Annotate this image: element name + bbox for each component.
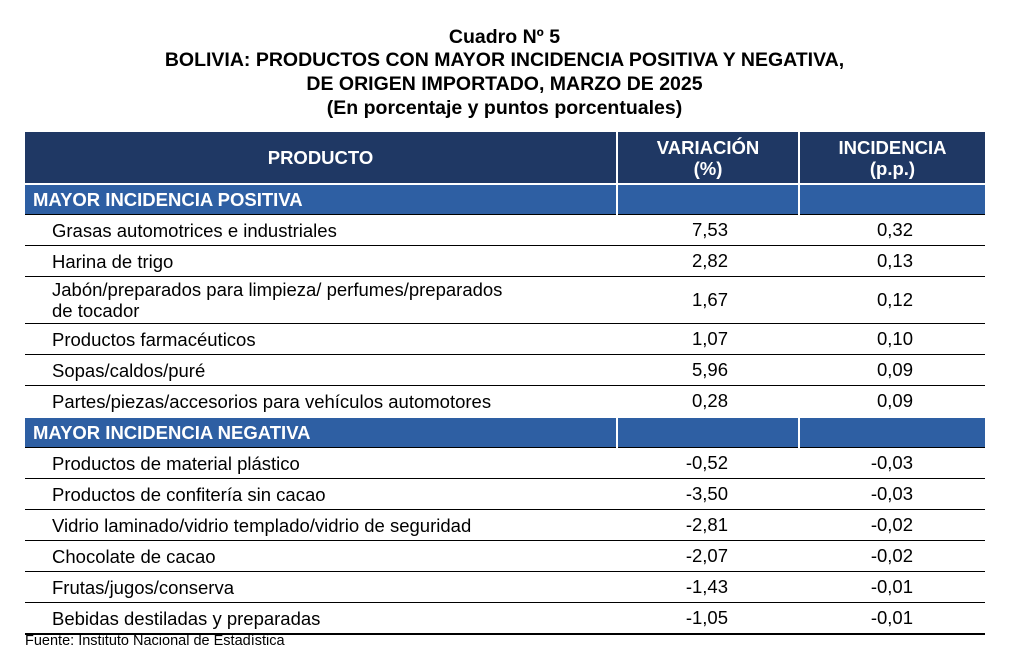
table-row: Partes/piezas/accesorios para vehículos …: [25, 385, 985, 417]
table-title: Cuadro Nº 5 BOLIVIA: PRODUCTOS CON MAYOR…: [0, 26, 1009, 120]
title-line-2: DE ORIGEN IMPORTADO, MARZO DE 2025: [306, 73, 703, 95]
product-name-line-1: Jabón/preparados para limpieza/ perfumes…: [52, 279, 503, 300]
source-note: Fuente: Instituto Nacional de Estadístic…: [25, 633, 285, 649]
table-row: Productos farmacéuticos 1,07 0,10: [25, 323, 985, 355]
section-positive-label: MAYOR INCIDENCIA POSITIVA: [25, 183, 617, 215]
incidencia-value: -0,03: [799, 478, 985, 510]
table-row: Grasas automotrices e industriales 7,53 …: [25, 214, 985, 246]
incidencia-value: -0,01: [799, 602, 985, 635]
table-row: Harina de trigo 2,82 0,13: [25, 245, 985, 277]
section-cell: [616, 416, 799, 448]
table-row: Jabón/preparados para limpieza/ perfumes…: [25, 276, 985, 324]
section-negative-label: MAYOR INCIDENCIA NEGATIVA: [25, 416, 617, 448]
product-name: Chocolate de cacao: [25, 540, 617, 572]
table-row: Chocolate de cacao -2,07 -0,02: [25, 540, 985, 572]
table-row: Frutas/jugos/conserva -1,43 -0,01: [25, 571, 985, 603]
product-name: Frutas/jugos/conserva: [25, 571, 617, 603]
product-name: Sopas/caldos/puré: [25, 354, 617, 386]
incidencia-value: 0,09: [799, 354, 985, 386]
product-name: Bebidas destiladas y preparadas: [25, 602, 617, 635]
variacion-value: -2,07: [617, 540, 799, 572]
variacion-value: 0,28: [617, 385, 799, 417]
section-cell: [798, 183, 985, 215]
variacion-value: -0,52: [617, 447, 799, 479]
table-row: Productos de material plástico -0,52 -0,…: [25, 447, 985, 479]
header-incidencia-unit: (p.p.): [869, 157, 916, 179]
section-cell: [616, 183, 799, 215]
incidencia-value: 0,10: [799, 323, 985, 355]
variacion-value: 7,53: [617, 214, 799, 246]
incidencia-value: 0,09: [799, 385, 985, 417]
variacion-value: 5,96: [617, 354, 799, 386]
header-incidencia: INCIDENCIA (p.p.): [798, 132, 985, 184]
header-incidencia-label: INCIDENCIA: [838, 136, 947, 158]
product-name: Jabón/preparados para limpieza/ perfumes…: [25, 276, 617, 324]
header-producto: PRODUCTO: [25, 132, 617, 184]
incidencia-value: -0,03: [799, 447, 985, 479]
variacion-value: -1,05: [617, 602, 799, 635]
product-name: Harina de trigo: [25, 245, 617, 277]
variacion-value: -3,50: [617, 478, 799, 510]
variacion-value: -2,81: [617, 509, 799, 541]
product-name: Vidrio laminado/vidrio templado/vidrio d…: [25, 509, 617, 541]
table-row: Sopas/caldos/puré 5,96 0,09: [25, 354, 985, 386]
variacion-value: -1,43: [617, 571, 799, 603]
table-row: Productos de confitería sin cacao -3,50 …: [25, 478, 985, 510]
variacion-value: 1,07: [617, 323, 799, 355]
incidencia-value: 0,13: [799, 245, 985, 277]
header-variacion-unit: (%): [693, 157, 723, 179]
product-name: Productos de material plástico: [25, 447, 617, 479]
variacion-value: 2,82: [617, 245, 799, 277]
table-row: Vidrio laminado/vidrio templado/vidrio d…: [25, 509, 985, 541]
product-name-line-2: de tocador: [52, 300, 140, 321]
incidencia-value: 0,32: [799, 214, 985, 246]
section-cell: [798, 416, 985, 448]
incidencia-value: -0,02: [799, 509, 985, 541]
table-row: Bebidas destiladas y preparadas -1,05 -0…: [25, 602, 985, 635]
header-variacion: VARIACIÓN (%): [616, 132, 799, 184]
incidencia-value: -0,02: [799, 540, 985, 572]
incidencia-value: 0,12: [799, 276, 985, 324]
table-body: MAYOR INCIDENCIA POSITIVA Grasas automot…: [25, 183, 985, 635]
incidence-table: PRODUCTO VARIACIÓN (%) INCIDENCIA (p.p.)…: [25, 132, 985, 635]
table-number: Cuadro Nº 5: [448, 26, 561, 48]
variacion-value: 1,67: [617, 276, 799, 324]
incidencia-value: -0,01: [799, 571, 985, 603]
product-name: Productos de confitería sin cacao: [25, 478, 617, 510]
title-units: (En porcentaje y puntos porcentuales): [326, 97, 683, 119]
product-name: Grasas automotrices e industriales: [25, 214, 617, 246]
header-row: PRODUCTO VARIACIÓN (%) INCIDENCIA (p.p.): [25, 132, 985, 184]
header-variacion-label: VARIACIÓN: [656, 136, 760, 158]
product-name: Productos farmacéuticos: [25, 323, 617, 355]
section-positive: MAYOR INCIDENCIA POSITIVA: [25, 183, 985, 215]
title-line-1: BOLIVIA: PRODUCTOS CON MAYOR INCIDENCIA …: [164, 49, 845, 71]
section-negative: MAYOR INCIDENCIA NEGATIVA: [25, 416, 985, 448]
product-name: Partes/piezas/accesorios para vehículos …: [25, 385, 617, 417]
